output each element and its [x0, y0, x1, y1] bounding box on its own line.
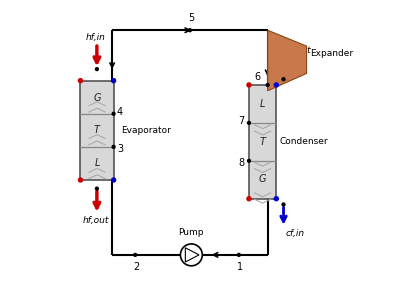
Text: G: G — [259, 174, 266, 184]
Circle shape — [238, 253, 240, 256]
Circle shape — [282, 78, 285, 81]
Text: cf,in: cf,in — [286, 229, 305, 238]
Text: L: L — [260, 99, 265, 109]
Circle shape — [112, 79, 116, 83]
Circle shape — [112, 145, 115, 148]
Text: L: L — [94, 158, 100, 168]
Text: 8: 8 — [238, 158, 245, 168]
Text: Pump: Pump — [179, 228, 204, 237]
Circle shape — [96, 68, 98, 71]
Circle shape — [188, 29, 191, 32]
Text: G: G — [93, 92, 101, 103]
Text: Expander: Expander — [310, 50, 353, 58]
Text: T: T — [94, 125, 100, 135]
Circle shape — [248, 122, 250, 124]
Text: 5: 5 — [188, 13, 194, 23]
Circle shape — [247, 83, 251, 87]
Text: Evaporator: Evaporator — [121, 126, 171, 135]
Circle shape — [112, 112, 115, 115]
Polygon shape — [185, 248, 199, 262]
Polygon shape — [268, 30, 306, 91]
Circle shape — [78, 79, 82, 83]
Bar — [80, 81, 114, 180]
Circle shape — [134, 253, 137, 256]
Circle shape — [78, 178, 82, 182]
Text: 3: 3 — [117, 144, 123, 154]
Text: 7: 7 — [238, 116, 245, 126]
Text: Condenser: Condenser — [280, 137, 328, 146]
Text: 1: 1 — [237, 262, 243, 272]
Text: T: T — [260, 137, 266, 147]
Text: 6: 6 — [254, 72, 260, 82]
Text: cf,out: cf,out — [286, 46, 312, 55]
Text: hf,out: hf,out — [82, 216, 109, 225]
Circle shape — [248, 159, 250, 162]
Text: hf,in: hf,in — [86, 33, 105, 42]
Circle shape — [112, 178, 116, 182]
Circle shape — [180, 244, 202, 266]
Bar — [249, 85, 276, 199]
Circle shape — [96, 187, 98, 190]
Text: 4: 4 — [117, 107, 123, 117]
Text: 2: 2 — [134, 262, 140, 272]
Circle shape — [266, 84, 269, 86]
Circle shape — [247, 197, 251, 201]
Circle shape — [274, 83, 278, 87]
Circle shape — [274, 197, 278, 201]
Circle shape — [282, 203, 285, 206]
